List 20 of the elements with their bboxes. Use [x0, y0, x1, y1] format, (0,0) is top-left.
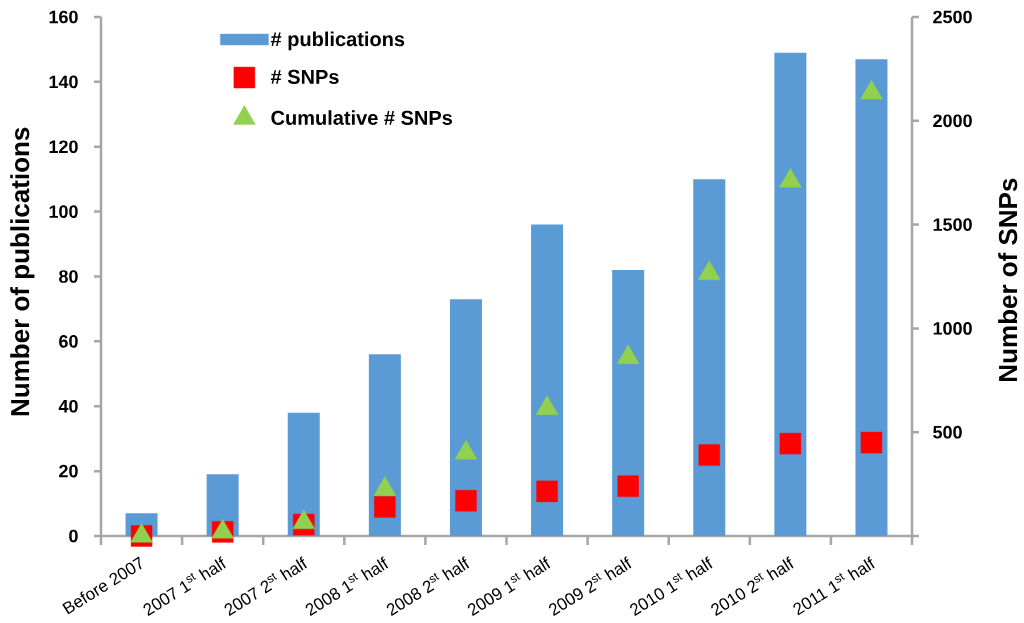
y-tick-label: 160: [49, 10, 78, 24]
y-tick-label: 0: [69, 529, 78, 543]
y-tick-label: 60: [59, 335, 78, 348]
y2-axis-title: Number of SNPs: [998, 178, 1018, 381]
y-axis-title: Number of publications: [10, 127, 35, 416]
y2-tick-label: 2500: [933, 10, 972, 24]
legend-label: Cumulative # SNPs: [271, 110, 452, 125]
legend-label: # SNPs: [270, 69, 339, 84]
y2-tick-label: 1000: [933, 322, 972, 335]
y-tick-label: 40: [58, 399, 78, 413]
x-tick-label: 2011 1$^{st}$ half: [793, 556, 875, 616]
y-tick-label: 100: [49, 205, 78, 218]
legend-label: # publications: [270, 31, 405, 51]
y2-tick-label: 500: [933, 425, 962, 439]
y-tick-label: 140: [49, 75, 78, 89]
y2-tick-label: 2000: [933, 114, 972, 128]
y-tick-label: 20: [59, 464, 78, 478]
y-tick-label: 120: [49, 140, 78, 154]
y2-tick-label: 1500: [933, 218, 972, 231]
y-tick-label: 80: [59, 270, 78, 283]
